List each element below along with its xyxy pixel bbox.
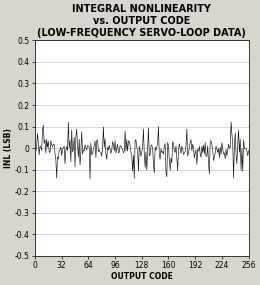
Y-axis label: INL (LSB): INL (LSB) [4, 128, 13, 168]
Title: INTEGRAL NONLINEARITY
vs. OUTPUT CODE
(LOW-FREQUENCY SERVO-LOOP DATA): INTEGRAL NONLINEARITY vs. OUTPUT CODE (L… [37, 4, 246, 38]
X-axis label: OUTPUT CODE: OUTPUT CODE [111, 272, 173, 281]
